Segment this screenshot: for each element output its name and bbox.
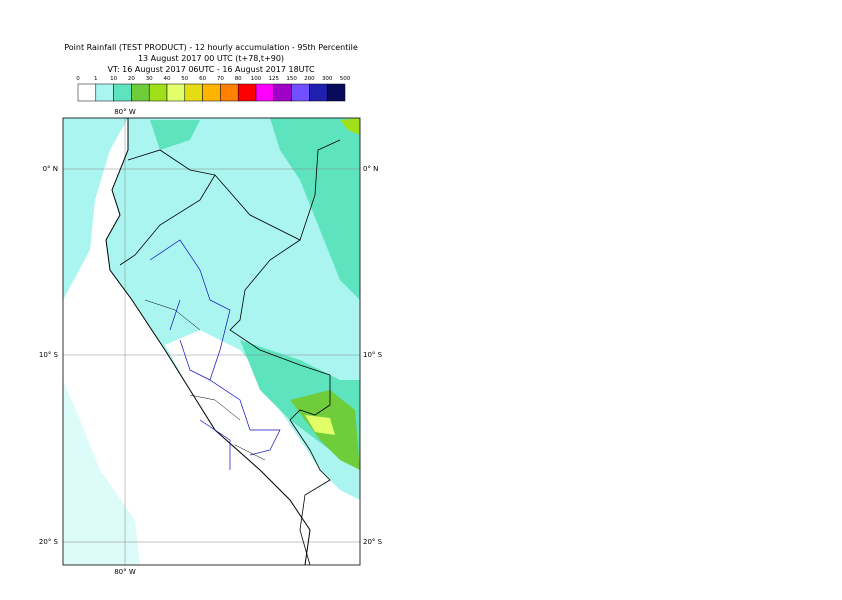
lat-label: 0° N [363,165,378,173]
legend-label: 200 [304,76,315,82]
legend-swatch [237,83,257,102]
border [119,139,341,565]
legend-label: 300 [322,76,333,82]
legend-label: 0 [76,76,80,82]
legend-label: 500 [340,76,351,82]
legend-label: 20 [128,76,135,82]
legend-swatch [166,83,186,102]
lon-label: 80° W [114,568,136,576]
rain-patch [305,415,335,435]
legend-swatch [309,83,328,102]
lat-label: 20° S [39,538,59,546]
rain-patch [340,118,360,135]
lat-label: 20° S [363,538,383,546]
legend-swatch [220,83,239,102]
dry-land [165,330,360,565]
legend-swatch [291,83,310,102]
legend: 0 1 10 20 30 40 50 60 70 80 100 125 150 200 300 500 [76,76,351,102]
subtitle: 13 August 2017 00 UTC (t+78,t+90) [138,54,284,63]
region-border [144,299,266,461]
region-border [149,239,281,470]
legend-label: 50 [181,76,188,82]
legend-label: 125 [269,76,280,82]
legend-label: 40 [164,76,171,82]
legend-swatch [202,83,221,102]
legend-label: 1 [94,76,98,82]
lon-label: 80° W [114,108,136,116]
title: Point Rainfall (TEST PRODUCT) - 12 hourl… [64,43,358,52]
legend-swatch [77,83,97,102]
legend-swatch [326,83,346,102]
lat-label: 0° N [43,165,58,173]
dry-offshore [63,330,150,565]
legend-label: 80 [235,76,242,82]
legend-swatch [184,83,203,102]
map [63,118,360,565]
rain-patch [150,120,200,150]
lat-label: 10° S [39,351,59,359]
lat-label: 10° S [363,351,383,359]
rain-patch [270,118,360,300]
legend-label: 70 [217,76,224,82]
legend-swatch [131,83,150,102]
legend-swatch [113,83,132,102]
legend-label: 60 [199,76,206,82]
legend-label: 30 [146,76,153,82]
legend-label: 10 [110,76,117,82]
legend-swatch [273,83,292,102]
legend-swatch [148,83,168,102]
coastline [105,118,311,565]
map-frame [62,117,361,566]
valid-time: VT: 16 August 2017 06UTC - 16 August 201… [107,65,315,74]
legend-swatch [95,83,114,102]
legend-swatch [255,83,275,102]
legend-label: 150 [286,76,297,82]
legend-label: 100 [251,76,262,82]
